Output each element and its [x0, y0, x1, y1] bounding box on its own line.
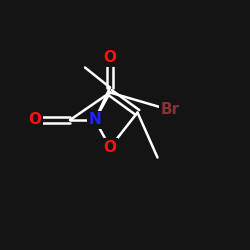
Text: O: O — [104, 50, 117, 65]
Text: O: O — [28, 112, 42, 128]
Text: Br: Br — [160, 102, 180, 118]
Text: N: N — [88, 112, 102, 128]
Text: O: O — [104, 140, 117, 155]
